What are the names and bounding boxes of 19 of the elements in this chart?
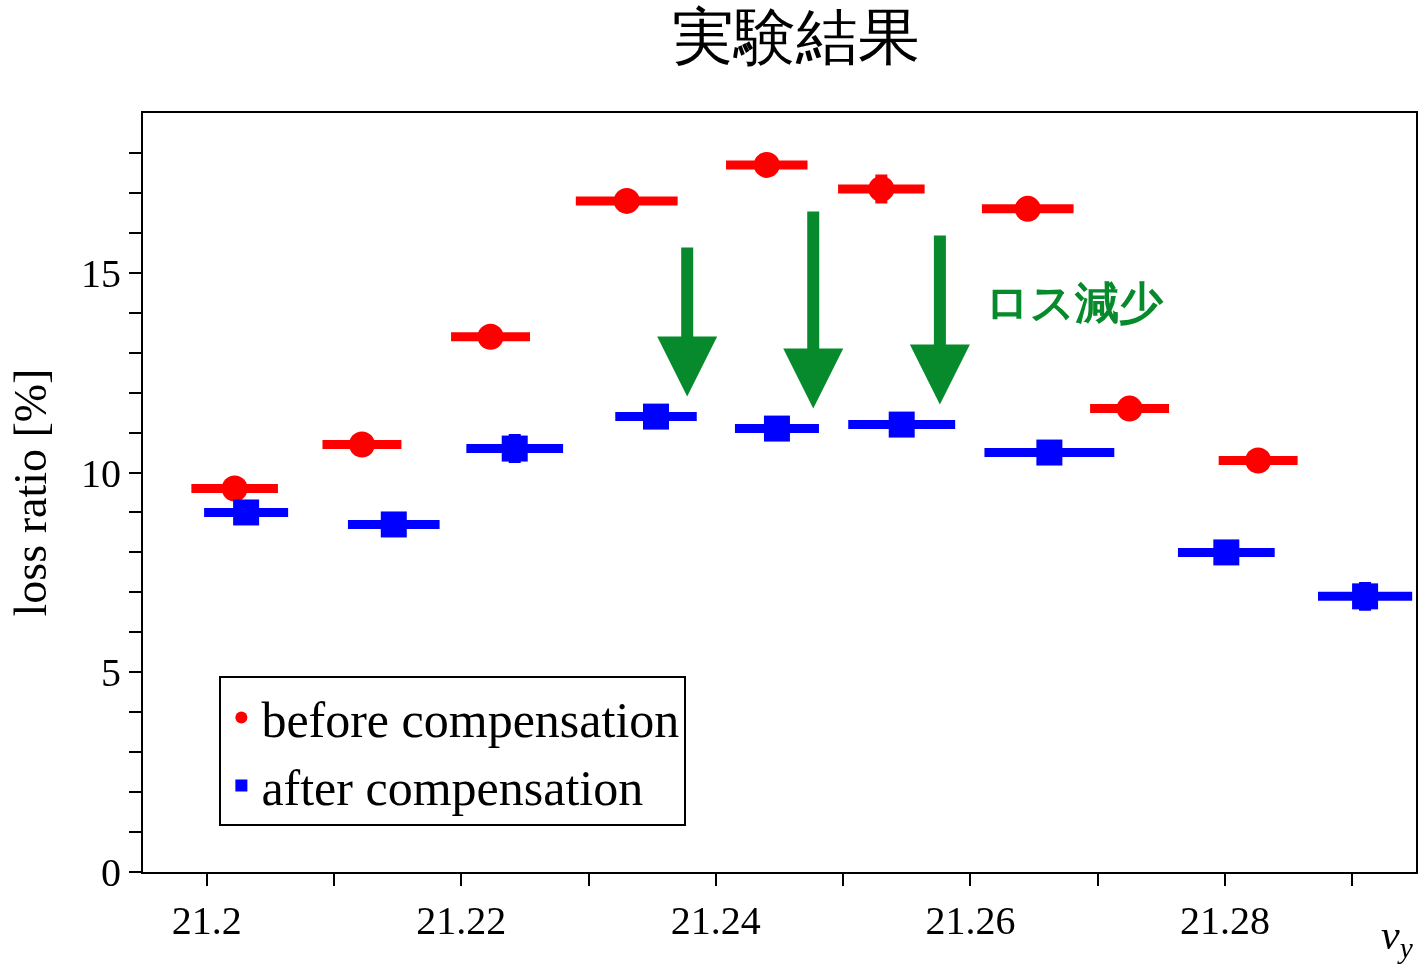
annotation: ロス減少 (985, 277, 1164, 328)
point (1352, 583, 1379, 610)
legend-label: after compensation (261, 759, 644, 816)
x-tick-label: 21.24 (670, 898, 761, 943)
point (501, 435, 528, 462)
x-tick-label: 21.22 (416, 898, 507, 943)
point (868, 175, 895, 202)
chart-title: 実験結果 (671, 2, 920, 71)
x-tick-label: 21.2 (171, 898, 242, 943)
y-tick-label: 10 (81, 450, 121, 496)
y-tick-label: 0 (101, 850, 121, 895)
x-tick-label: 21.26 (925, 898, 1016, 943)
legend-label: before compensation (261, 691, 680, 748)
x-axis-title: ν$_{y}$ (1381, 912, 1414, 964)
y-tick-label: 15 (81, 250, 121, 296)
y-axis-title: loss ratio [%] (4, 368, 56, 617)
x-tick-label: 21.28 (1180, 898, 1271, 943)
y-tick-label: 5 (101, 650, 121, 696)
point (221, 475, 248, 502)
